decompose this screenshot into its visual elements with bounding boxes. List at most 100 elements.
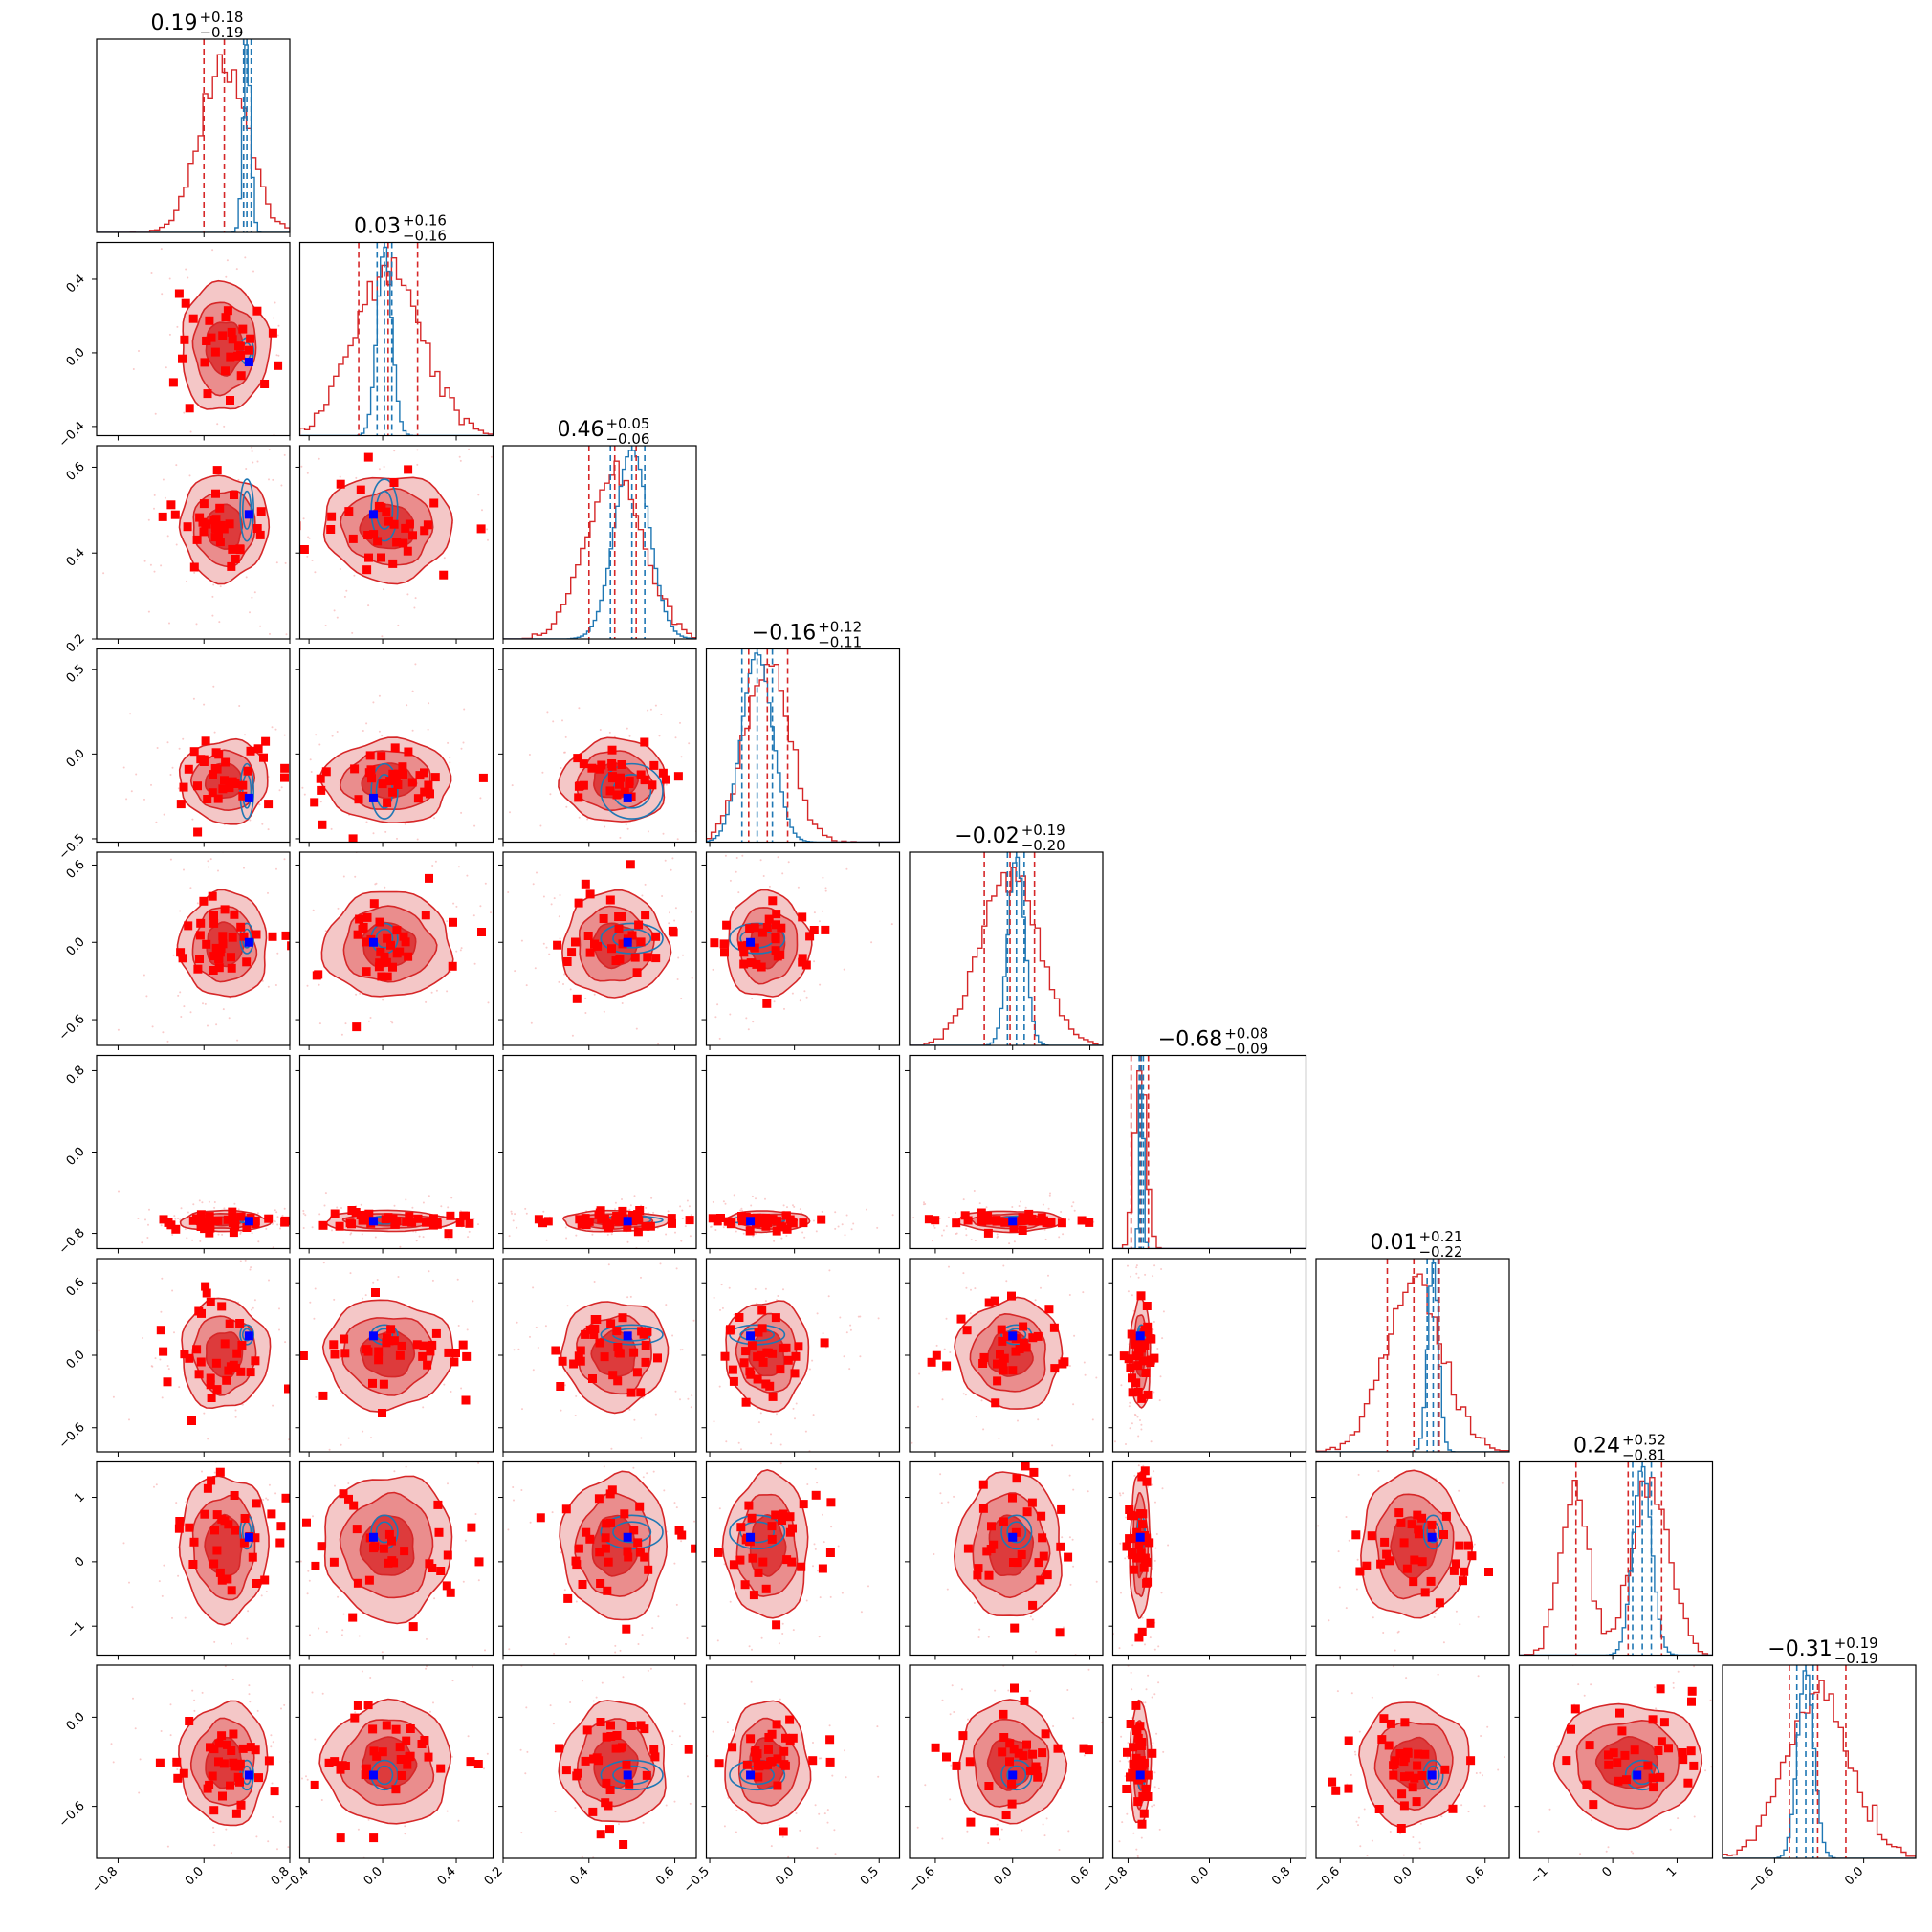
sample-dot-7-3 (781, 1633, 784, 1635)
sample-dot-6-3 (754, 1287, 757, 1290)
sample-dot-4-2 (657, 1043, 660, 1045)
sample-dot-7-3 (777, 1425, 779, 1427)
sample-dot-4-1 (512, 807, 514, 809)
sample-dot-4-2 (708, 871, 710, 873)
sample-dot-7-6 (1421, 1685, 1423, 1687)
sample-dot-4-0 (183, 868, 185, 871)
sample-dot-8-5 (1127, 1760, 1130, 1763)
sample-dot-6-5 (1160, 1268, 1163, 1270)
sample-dot-4-3 (747, 1028, 750, 1031)
sample-dot-5-4 (965, 1228, 968, 1230)
sample-dot-8-0 (248, 1684, 251, 1687)
sample-dot-4-0 (166, 1040, 169, 1043)
sample-dot-7-6 (1433, 1616, 1436, 1618)
sample-dot-5-2 (628, 1208, 631, 1211)
sample-dot-6-4 (962, 1272, 965, 1275)
truth-marker-8-6 (1427, 1770, 1437, 1780)
sample-dot-6-2 (692, 1319, 695, 1322)
sample-dot-4-0 (227, 1080, 229, 1082)
square-sample-8-0 (218, 1791, 227, 1801)
sample-dot-8-1 (296, 1811, 298, 1813)
square-sample-5-2 (633, 1227, 643, 1237)
square-sample-6-5 (1131, 1378, 1141, 1388)
sample-dot-7-4 (947, 1501, 950, 1504)
square-sample-8-2 (606, 1721, 615, 1730)
square-sample-5-3 (752, 1213, 761, 1222)
square-sample-8-4 (1033, 1772, 1043, 1782)
square-sample-8-2 (640, 1724, 649, 1734)
sample-dot-7-1 (363, 1434, 365, 1436)
square-sample-3-0 (228, 777, 237, 786)
square-sample-6-1 (386, 1325, 396, 1334)
square-sample-7-1 (339, 1489, 348, 1499)
square-sample-7-4 (1012, 1474, 1021, 1483)
square-sample-8-1 (402, 1736, 411, 1745)
sample-dot-8-6 (1343, 1874, 1345, 1876)
square-sample-4-2 (618, 912, 626, 921)
sample-dot-5-0 (275, 1211, 278, 1214)
sample-dot-1-0 (209, 225, 211, 227)
sample-dot-3-2 (604, 825, 606, 828)
sample-dot-8-4 (1026, 1864, 1028, 1866)
title-plus-6: +0.21 (1418, 1228, 1462, 1245)
sample-dot-6-1 (339, 1393, 341, 1395)
sample-dot-8-2 (622, 1676, 625, 1679)
sample-dot-8-5 (1118, 1840, 1121, 1843)
sample-dot-6-3 (777, 1295, 779, 1297)
square-sample-8-2 (596, 1830, 605, 1839)
sample-dot-7-2 (663, 1489, 666, 1492)
square-sample-3-1 (350, 764, 360, 774)
histogram-comparison-1 (299, 246, 494, 436)
square-sample-4-3 (805, 932, 815, 941)
histogram-primary-5 (1112, 1070, 1306, 1249)
sample-dot-5-1 (567, 1238, 569, 1240)
sample-dot-7-1 (340, 1634, 343, 1636)
sample-dot-6-4 (935, 1344, 938, 1347)
sample-dot-7-6 (1313, 1544, 1315, 1546)
square-sample-8-5 (1126, 1720, 1135, 1728)
sample-dot-6-0 (173, 1331, 175, 1334)
sample-dot-8-2 (549, 1704, 552, 1707)
sample-dot-8-1 (360, 1638, 362, 1640)
square-sample-1-0 (236, 371, 246, 381)
sample-dot-7-2 (712, 1619, 714, 1621)
square-sample-7-3 (785, 1512, 795, 1522)
sample-dot-8-3 (826, 1809, 829, 1811)
square-sample-6-4 (999, 1366, 1008, 1375)
sample-dot-2-0 (162, 478, 165, 481)
sample-dot-6-3 (839, 1316, 842, 1319)
sample-dot-8-0 (231, 1678, 234, 1680)
sample-dot-8-1 (404, 1833, 406, 1835)
sample-dot-6-4 (1084, 1373, 1087, 1376)
square-sample-7-3 (767, 1522, 777, 1531)
square-sample-2-0 (158, 512, 167, 521)
sample-dot-6-4 (904, 1423, 906, 1425)
sample-dot-3-2 (511, 784, 514, 787)
sample-dot-4-2 (520, 939, 523, 942)
frame-8-3 (705, 1664, 901, 1859)
sample-dot-1-0 (157, 240, 159, 242)
panel-2-1 (295, 445, 494, 644)
square-sample-4-3 (739, 948, 749, 957)
sample-dot-2-1 (333, 609, 336, 612)
square-sample-4-1 (388, 962, 397, 972)
square-sample-6-0 (236, 1367, 246, 1376)
square-sample-6-4 (1060, 1357, 1069, 1367)
sample-dot-7-0 (268, 1483, 271, 1486)
sample-dot-2-0 (155, 442, 157, 444)
square-sample-7-5 (1125, 1505, 1134, 1514)
square-sample-7-4 (1056, 1542, 1065, 1551)
square-sample-4-2 (571, 937, 580, 947)
square-sample-6-1 (389, 1336, 399, 1346)
sample-dot-8-6 (1479, 1771, 1482, 1774)
sample-dot-7-3 (766, 1456, 768, 1458)
square-sample-6-1 (329, 1340, 339, 1350)
square-sample-7-5 (1134, 1633, 1144, 1642)
sample-dot-6-2 (659, 1262, 662, 1265)
sample-dot-4-1 (548, 1007, 550, 1009)
square-sample-8-3 (714, 1759, 724, 1768)
sample-dot-7-4 (999, 1657, 1000, 1658)
sample-dot-4-2 (697, 955, 699, 957)
sample-dot-7-3 (745, 1416, 747, 1417)
sample-dot-5-0 (192, 1203, 195, 1206)
